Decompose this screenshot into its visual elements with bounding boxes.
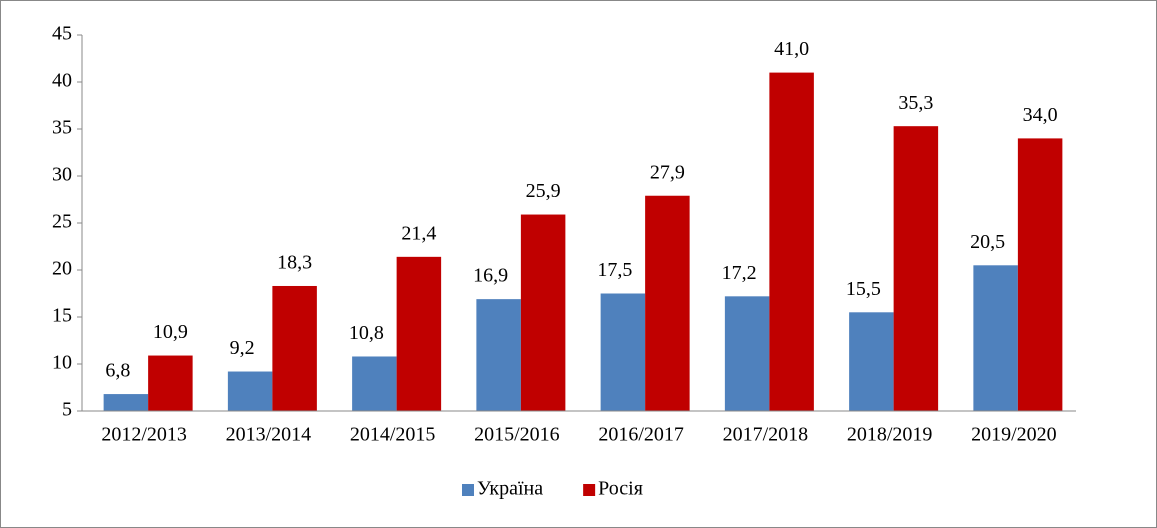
value-label: 17,5 (597, 259, 632, 281)
value-label: 10,9 (153, 321, 188, 343)
bar (973, 265, 1018, 411)
bar (352, 356, 397, 411)
y-tick-label: 10 (52, 352, 72, 374)
y-tick-label: 20 (52, 258, 72, 280)
x-tick-label: 2019/2020 (971, 424, 1057, 446)
bar (272, 285, 317, 411)
value-label: 34,0 (1023, 104, 1058, 126)
value-label: 17,2 (722, 262, 757, 284)
value-label: 25,9 (526, 180, 561, 202)
legend-label: Росія (598, 478, 643, 500)
x-tick-label: 2015/2016 (474, 424, 560, 446)
bar (1017, 138, 1063, 411)
y-tick-label: 30 (52, 164, 72, 186)
bar (849, 312, 894, 411)
x-tick-label: 2012/2013 (101, 424, 187, 446)
value-label: 18,3 (277, 252, 312, 274)
bar (227, 371, 273, 411)
value-label: 21,4 (401, 222, 436, 244)
bar (724, 296, 770, 411)
y-tick-label: 25 (52, 211, 72, 233)
bar (396, 256, 442, 411)
value-label: 41,0 (774, 38, 809, 60)
bar (769, 72, 814, 411)
value-label: 15,5 (846, 278, 881, 300)
x-tick-label: 2014/2015 (350, 424, 436, 446)
y-tick-label: 5 (62, 399, 72, 421)
bar (520, 214, 566, 411)
y-tick-label: 45 (52, 23, 72, 45)
x-tick-label: 2013/2014 (226, 424, 312, 446)
value-label: 10,8 (349, 322, 384, 344)
value-label: 27,9 (650, 161, 685, 183)
bar (893, 126, 939, 412)
x-tick-label: 2016/2017 (598, 424, 684, 446)
y-tick-label: 15 (52, 305, 72, 327)
bar (148, 355, 193, 411)
value-label: 16,9 (473, 265, 508, 287)
legend-label: Україна (477, 478, 543, 500)
bar (103, 394, 149, 411)
bar (600, 293, 646, 411)
bar (476, 299, 521, 411)
value-label: 35,3 (898, 92, 933, 114)
legend-swatch (462, 484, 474, 496)
y-tick-label: 40 (52, 70, 72, 92)
x-tick-label: 2018/2019 (847, 424, 933, 446)
value-label: 6,8 (105, 360, 130, 382)
value-label: 20,5 (970, 231, 1005, 253)
legend-swatch (583, 484, 596, 496)
x-tick-label: 2017/2018 (723, 424, 809, 446)
value-label: 9,2 (230, 337, 255, 359)
y-tick-label: 35 (52, 117, 72, 139)
bar (645, 195, 690, 411)
